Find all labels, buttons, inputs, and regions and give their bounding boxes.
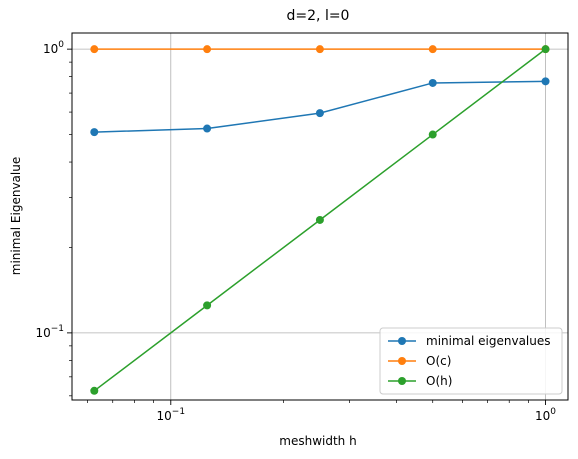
y-axis-label: minimal Eigenvalue — [9, 157, 23, 275]
data-point — [203, 45, 212, 54]
x-tick-base: 10 — [535, 409, 550, 423]
data-point — [428, 130, 437, 139]
data-point — [428, 45, 437, 54]
legend: minimal eigenvalues O(c) O(h) — [379, 327, 563, 395]
data-point — [90, 386, 99, 395]
data-point — [90, 128, 99, 137]
y-tick-base: 10 — [35, 326, 50, 340]
y-tick-base: 10 — [43, 42, 58, 56]
x-tick-base: 10 — [157, 409, 172, 423]
x-tick-label: 100 — [535, 407, 556, 423]
legend-label: O(h) — [426, 374, 452, 388]
y-tick-exp: −1 — [51, 324, 64, 334]
x-tick-exp: −1 — [172, 407, 185, 417]
y-tick-exp: 0 — [58, 40, 64, 50]
legend-swatch-marker — [398, 357, 406, 365]
data-point — [203, 301, 212, 310]
data-point — [315, 215, 324, 224]
data-point — [541, 77, 550, 86]
data-point — [203, 124, 212, 133]
data-point — [315, 45, 324, 54]
data-point — [90, 45, 99, 54]
legend-swatch-marker — [398, 337, 406, 345]
x-tick-label: 10−1 — [157, 407, 186, 423]
legend-box — [379, 327, 563, 395]
x-axis-label: meshwidth h — [279, 434, 356, 448]
y-tick-label: 100 — [43, 40, 64, 56]
series-layer — [90, 45, 550, 395]
plot-frame — [71, 32, 569, 401]
legend-swatch-marker — [398, 377, 406, 385]
data-point — [315, 109, 324, 118]
legend-label: O(c) — [426, 354, 451, 368]
data-point — [541, 45, 550, 54]
data-point — [428, 78, 437, 87]
chart-title: d=2, l=0 — [287, 8, 350, 24]
x-tick-exp: 0 — [550, 407, 556, 417]
y-tick-label: 10−1 — [35, 324, 64, 340]
legend-label: minimal eigenvalues — [426, 334, 551, 348]
